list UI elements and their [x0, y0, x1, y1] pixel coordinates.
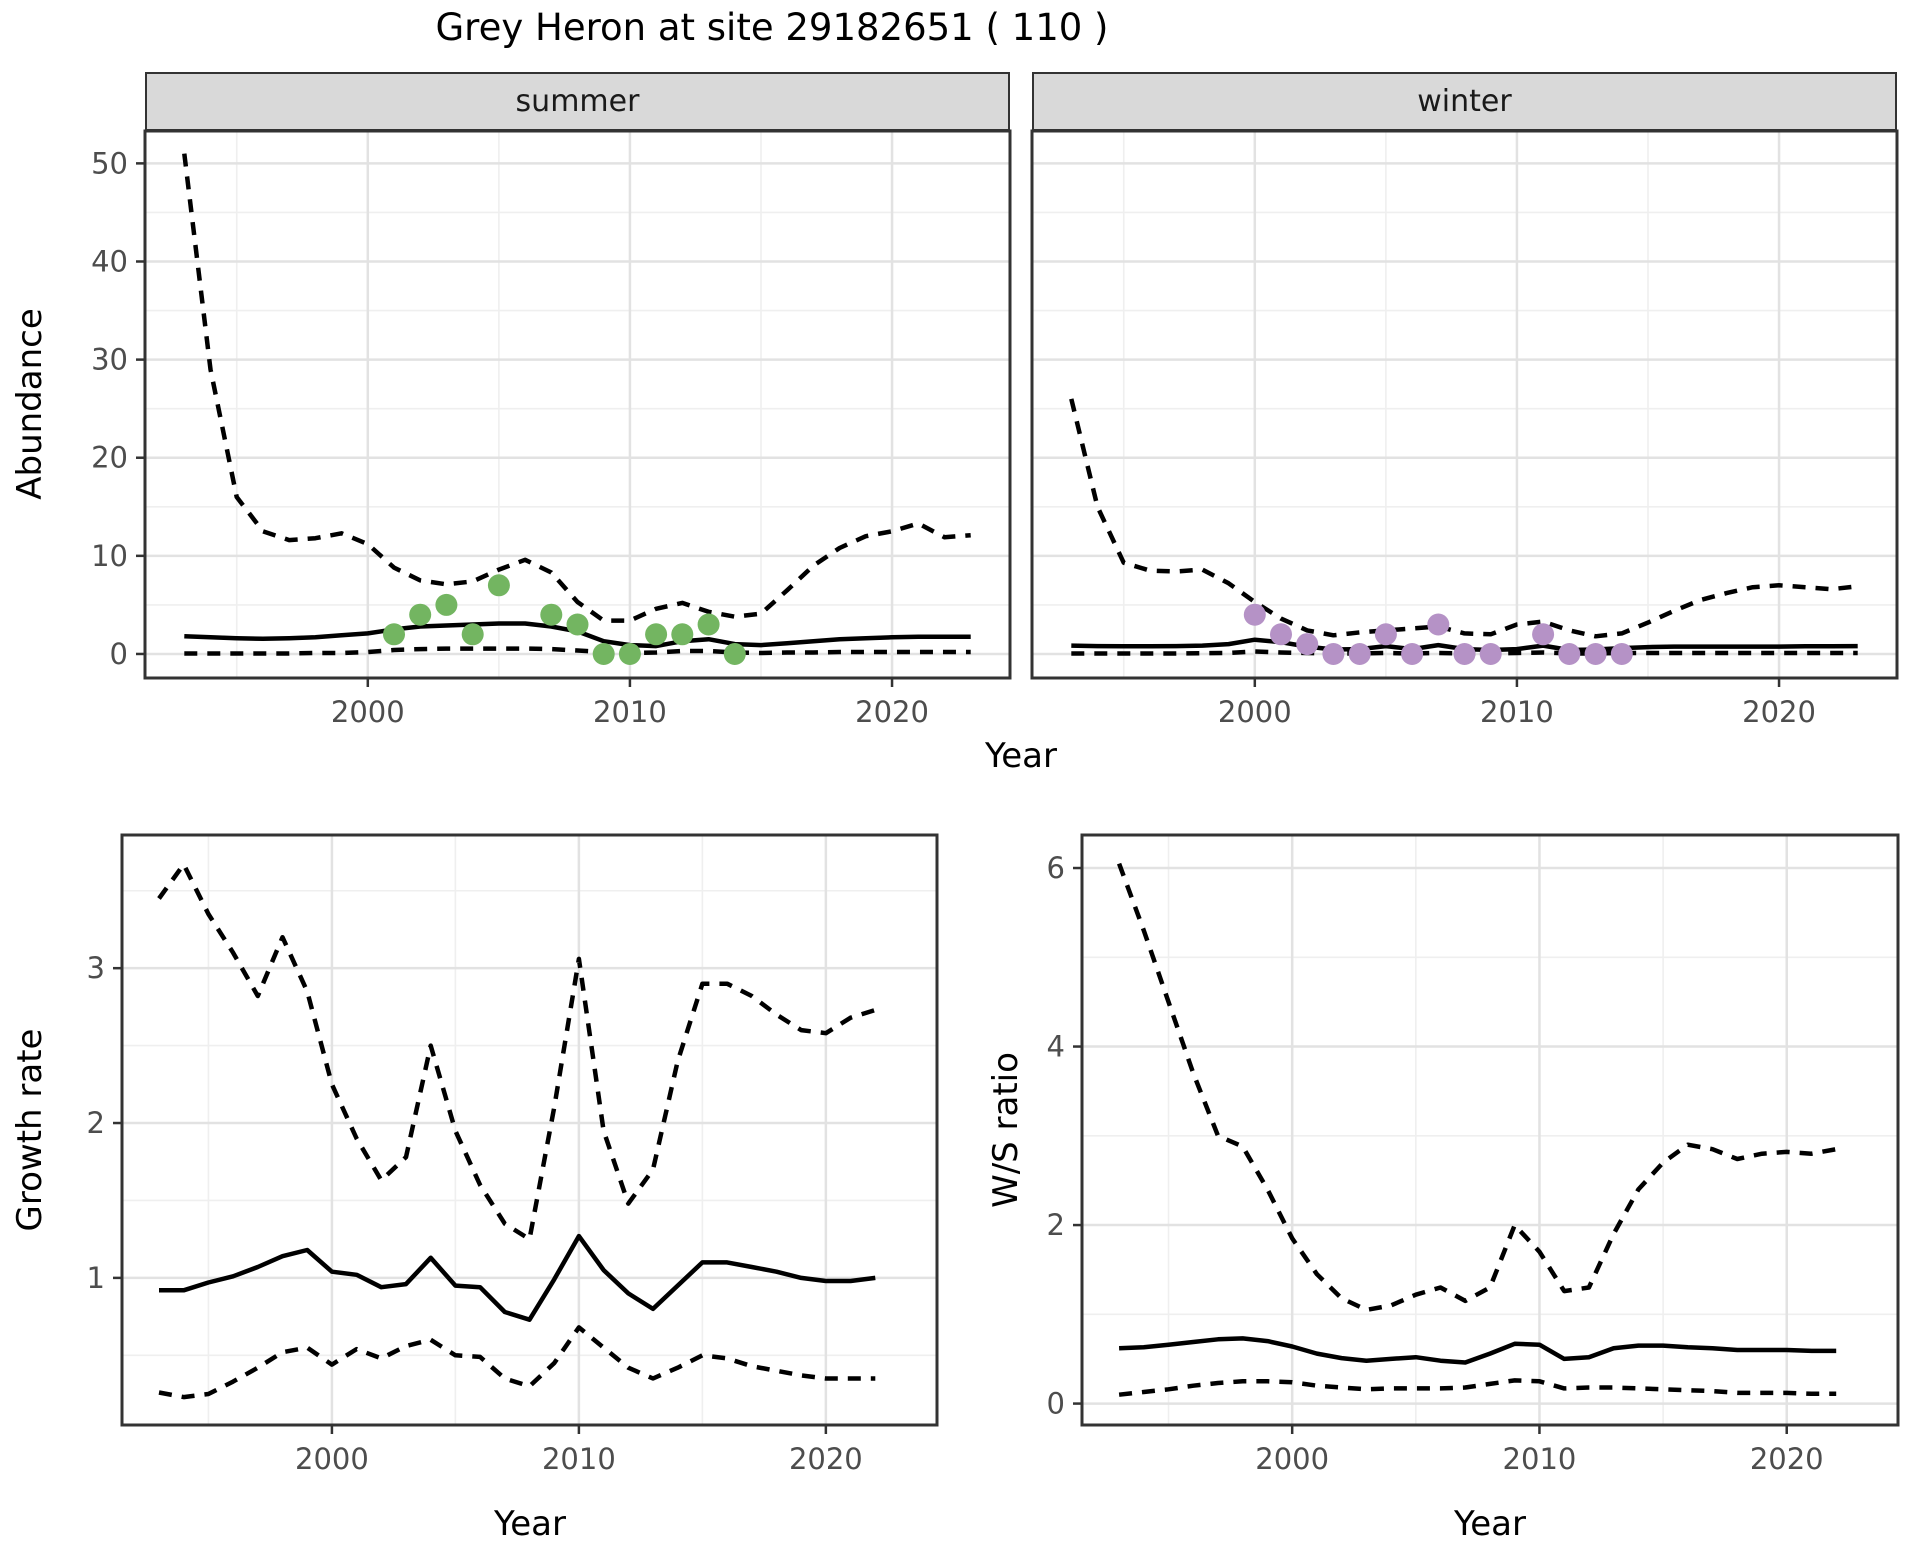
y-tick-label: 20 [91, 441, 128, 475]
abundance-winter-observed-point [1374, 623, 1397, 646]
y-tick-label: 2 [87, 1106, 105, 1140]
panel-background [1082, 835, 1898, 1425]
y-tick-label: 0 [1047, 1387, 1065, 1421]
x-tick-label: 2020 [1750, 1442, 1824, 1476]
abundance-winter-observed-point [1401, 643, 1424, 665]
abundance-summer-observed-point [409, 603, 432, 626]
x-tick-label: 2000 [295, 1442, 369, 1476]
abundance-summer-observed-point [645, 623, 668, 646]
x-tick-label: 2020 [789, 1442, 863, 1476]
panel-background [122, 835, 937, 1425]
x-axis-title-year-bottom-right: Year [1454, 1504, 1526, 1544]
growth-rate-fitted-line [159, 1233, 876, 1322]
abundance-summer-observed-point [618, 643, 641, 665]
facet-strip-summer-label: summer [515, 84, 640, 119]
abundance-summer-observed-point [697, 613, 720, 636]
abundance-winter-observed-point [1610, 643, 1633, 665]
panel-border [143, 129, 1012, 680]
y-tick-label: 0 [110, 637, 128, 671]
abundance-winter-observed-point [1532, 623, 1555, 646]
facet-strip-winter-label: winter [1417, 84, 1512, 119]
x-tick-label: 2020 [1742, 695, 1816, 729]
abundance-winter-observed-point [1243, 603, 1266, 626]
plot-title: Grey Heron at site 29182651 ( 110 ) [435, 6, 1109, 49]
abundance-winter-observed-point [1479, 643, 1502, 665]
abundance-summer-observed-point [723, 643, 746, 665]
abundance-summer-observed-point [383, 623, 405, 646]
y-tick-label: 50 [91, 146, 128, 180]
abundance-winter-observed-point [1322, 643, 1345, 665]
panel-border [1080, 833, 1900, 1427]
y-tick-label: 4 [1047, 1030, 1065, 1064]
panel-border [120, 833, 939, 1427]
abundance-winter-observed-point [1296, 633, 1319, 656]
abundance-summer-lower-95ci-line [184, 646, 971, 656]
abundance-winter-observed-point [1453, 643, 1476, 665]
x-tick-label: 2010 [593, 695, 667, 729]
abundance-summer-observed-point [461, 623, 484, 646]
growth-rate-lower-95ci-line [158, 1325, 876, 1400]
y-tick-label: 30 [91, 343, 128, 377]
abundance-summer-observed-point [540, 603, 563, 626]
y-tick-label: 1 [87, 1261, 105, 1295]
abundance-summer-observed-point [592, 643, 615, 665]
x-tick-label: 2000 [1218, 695, 1292, 729]
y-tick-label: 2 [1047, 1208, 1065, 1242]
abundance-summer-observed-point [566, 613, 589, 636]
abundance-summer-panel: 2000 2010 2020 0 10 20 30 40 50 [91, 129, 1012, 729]
panel-background [145, 131, 1010, 678]
x-tick-label: 2010 [542, 1442, 616, 1476]
x-tick-label: 2000 [331, 695, 405, 729]
ws-ratio-panel: 2000 2010 2020 0 2 4 6 [1047, 833, 1900, 1476]
abundance-summer-observed-point [435, 593, 458, 616]
x-tick-label: 2010 [1503, 1442, 1577, 1476]
x-tick-label: 2000 [1255, 1442, 1329, 1476]
abundance-summer-observed-point [671, 623, 694, 646]
abundance-winter-observed-point [1270, 623, 1292, 646]
x-tick-label: 2020 [855, 695, 929, 729]
x-tick-label: 2010 [1480, 695, 1554, 729]
ws-ratio-upper-95ci-line [1116, 862, 1837, 1313]
abundance-winter-panel: 2000 2010 2020 [1030, 129, 1899, 729]
ws-ratio-fitted-line [1119, 1336, 1837, 1365]
growth-rate-panel: 2000 2010 2020 1 2 3 [87, 833, 939, 1476]
facet-strip-summer: summer [145, 72, 1010, 131]
abundance-winter-observed-point [1427, 613, 1450, 636]
y-tick-label: 3 [87, 951, 105, 985]
growth-rate-upper-95ci-line [157, 862, 876, 1242]
abundance-summer-observed-point [487, 574, 510, 597]
y-tick-label: 40 [91, 244, 128, 278]
panel-border [1030, 129, 1899, 680]
ws-ratio-lower-95ci-line [1118, 1378, 1837, 1397]
y-tick-label: 6 [1047, 851, 1065, 885]
x-axis-title-year-bottom-left: Year [494, 1504, 566, 1544]
x-axis-title-year-top: Year [985, 736, 1057, 776]
abundance-winter-upper-95ci-line [1069, 398, 1858, 639]
abundance-winter-observed-point [1348, 643, 1371, 665]
y-tick-label: 10 [91, 539, 128, 573]
facet-strip-winter: winter [1032, 72, 1897, 131]
abundance-summer-upper-95ci-line [182, 153, 971, 623]
abundance-winter-observed-point [1558, 643, 1581, 665]
abundance-winter-observed-point [1584, 643, 1607, 665]
